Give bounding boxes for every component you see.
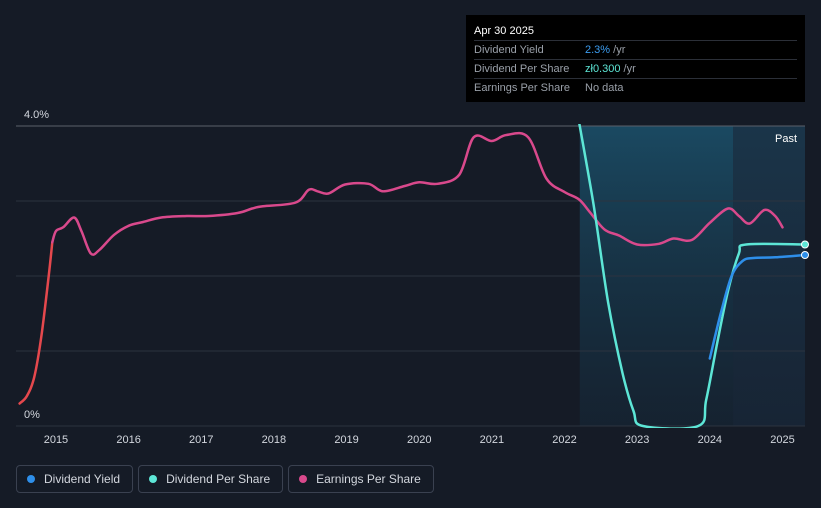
past-label: Past <box>775 133 797 145</box>
tooltip-row-unit: /yr <box>610 44 626 56</box>
x-tick-label: 2022 <box>552 434 576 446</box>
chart-legend: Dividend Yield Dividend Per Share Earnings… <box>16 465 434 493</box>
legend-label: Dividend Yield <box>44 472 121 486</box>
x-tick-label: 2021 <box>480 434 504 446</box>
x-tick-label: 2020 <box>407 434 431 446</box>
tooltip-panel: Apr 30 2025 Dividend Yield 2.3% /yr Divide… <box>466 15 805 102</box>
tooltip-row-label: Dividend Per Share <box>474 63 570 75</box>
x-tick-label: 2016 <box>116 434 140 446</box>
tooltip-row: Dividend Yield 2.3% /yr <box>474 40 797 59</box>
legend-dot-icon <box>27 475 35 483</box>
x-tick-label: 2023 <box>625 434 649 446</box>
eps-line-early <box>18 241 54 405</box>
y-tick-label: 4.0% <box>24 109 49 121</box>
dividend-yield-line <box>708 253 807 360</box>
dividend-per-share-line <box>578 124 807 428</box>
legend-item-earnings-per-share[interactable]: Earnings Per Share <box>288 465 434 493</box>
tooltip-row-label: Earnings Per Share <box>474 82 570 94</box>
legend-label: Dividend Per Share <box>166 472 271 486</box>
legend-dot-icon <box>299 475 308 483</box>
legend-item-dividend-per-share[interactable]: Dividend Per Share <box>138 465 284 493</box>
legend-label: Earnings Per Share <box>316 472 421 486</box>
tooltip-row-unit: /yr <box>620 63 636 75</box>
x-tick-label: 2015 <box>44 434 68 446</box>
x-tick-label: 2019 <box>334 434 358 446</box>
y-tick-label: 0% <box>24 409 40 421</box>
tooltip-date: Apr 30 2025 <box>474 25 534 37</box>
tooltip-row-label: Dividend Yield <box>474 44 544 56</box>
tooltip-row: Dividend Per Share zł0.300 /yr <box>474 59 797 78</box>
legend-dot-icon <box>149 475 158 483</box>
dividend-yield-end-marker <box>801 251 809 259</box>
x-tick-label: 2017 <box>189 434 213 446</box>
x-tick-label: 2018 <box>262 434 286 446</box>
tooltip-row-value: zł0.300 <box>585 63 621 75</box>
eps-line <box>51 131 784 256</box>
tooltip-row-value: 2.3% <box>585 44 611 56</box>
tooltip-row-unit: No data <box>585 82 624 94</box>
x-tick-label: 2025 <box>770 434 794 446</box>
x-tick-label: 2024 <box>698 434 722 446</box>
dividend-per-share-end-marker <box>801 240 809 249</box>
legend-item-dividend-yield[interactable]: Dividend Yield <box>16 465 134 493</box>
tooltip-row: Earnings Per Share No data <box>474 78 797 97</box>
